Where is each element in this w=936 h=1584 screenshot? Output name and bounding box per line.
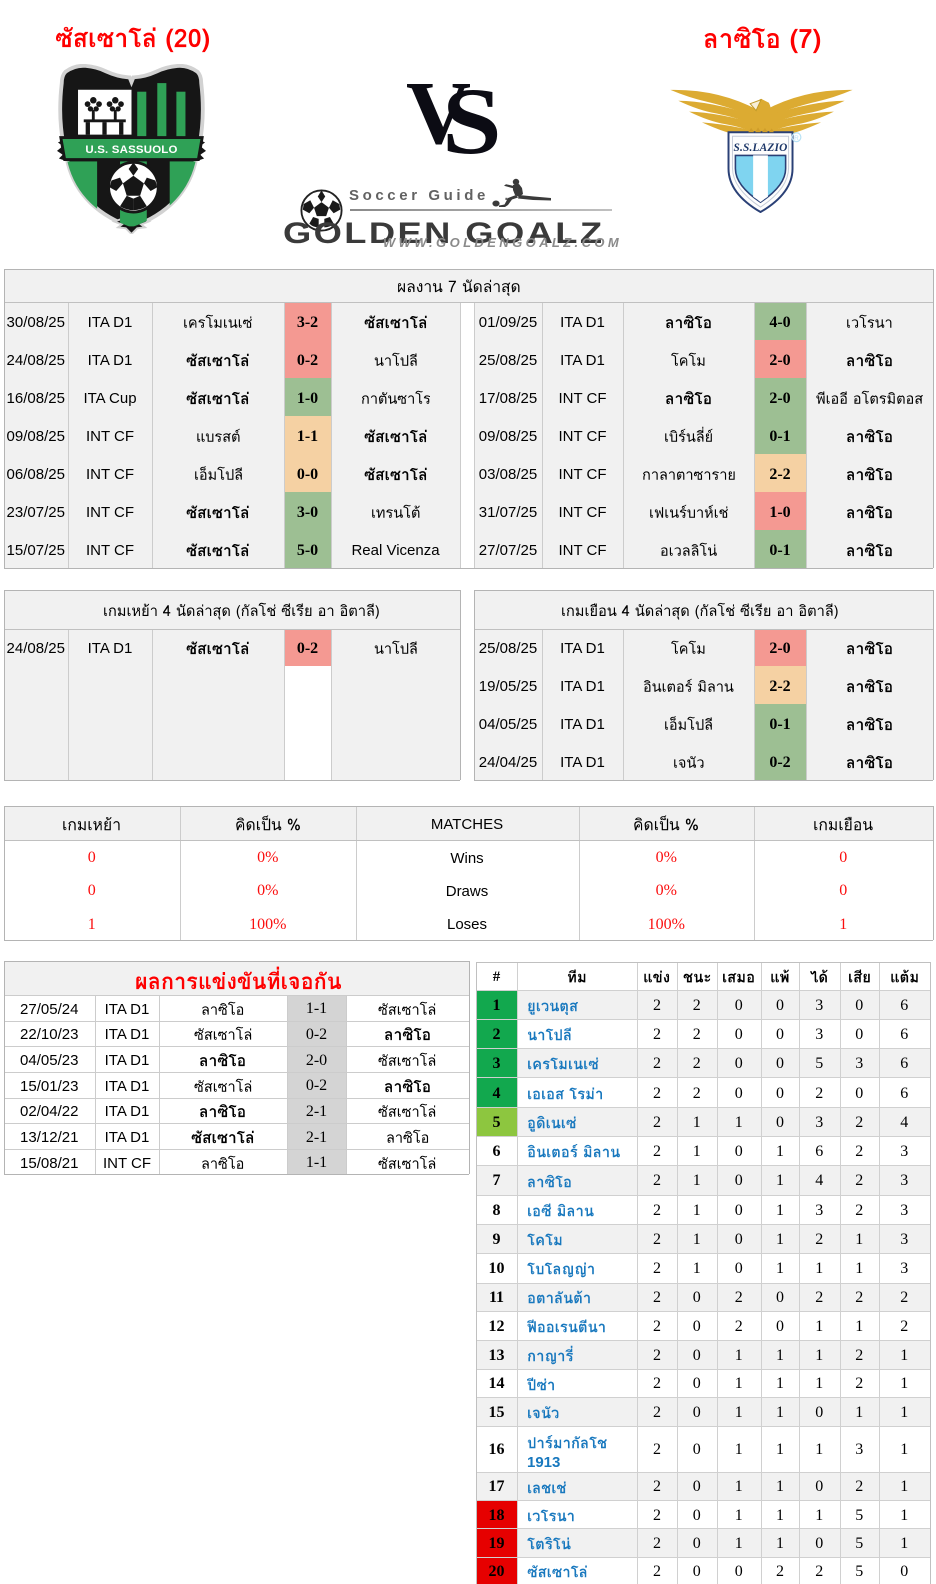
svg-text:S.S.LAZIO: S.S.LAZIO [734,142,788,154]
svg-text:R: R [794,135,799,142]
svg-text:U.S. SASSUOLO: U.S. SASSUOLO [85,144,177,156]
